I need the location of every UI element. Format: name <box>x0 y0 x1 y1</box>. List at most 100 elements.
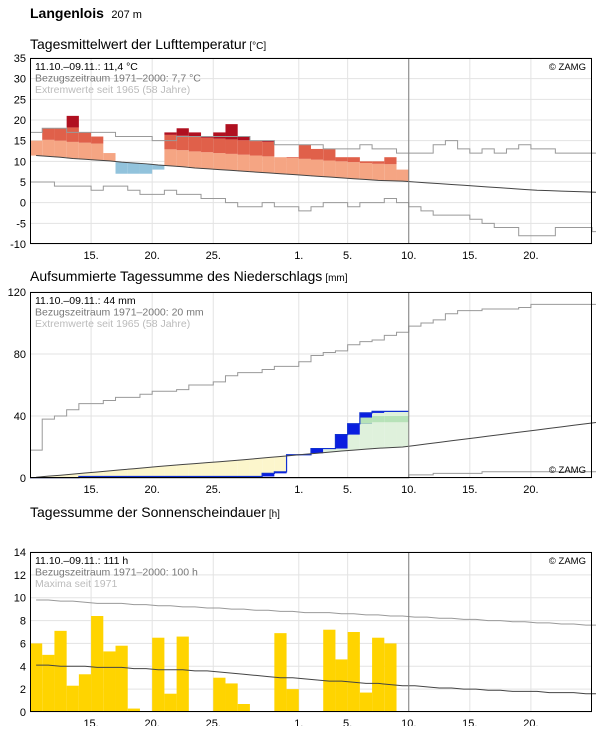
temp-bar <box>347 162 360 179</box>
temp-x-tick-label: 15. <box>462 250 477 262</box>
sun-bar <box>91 616 104 712</box>
precip-below-area <box>152 466 165 477</box>
sun-bar <box>164 693 177 712</box>
temp-bar-upper <box>323 148 336 161</box>
precip-below-area <box>66 474 79 478</box>
sun-y-tick-label: 12 <box>14 570 26 582</box>
temp-plot-frame <box>30 58 592 244</box>
sun-bar <box>66 685 79 712</box>
sun-x-tick-label: 20. <box>523 718 538 726</box>
temp-x-tick-label: 20. <box>523 250 538 262</box>
temp-x-tick-label: 20. <box>145 250 160 262</box>
sun-bar <box>225 683 238 712</box>
temp-bar-upper <box>54 128 67 141</box>
sun-y-tick-label: 0 <box>20 707 26 719</box>
sun-x-tick-label: 25. <box>206 718 221 726</box>
temp-info-line: Bezugszeitraum 1971–2000: 7,7 °C <box>35 73 201 85</box>
temp-bar-upper <box>91 136 104 144</box>
temp-bar-upper <box>384 157 397 165</box>
precip-x-tick-label: 10. <box>401 484 416 496</box>
temp-bar <box>54 140 67 158</box>
temp-bar-extreme <box>201 136 214 138</box>
temp-bar <box>335 161 348 178</box>
sun-x-tick-label: 5. <box>343 718 352 726</box>
temp-bar-upper <box>164 134 177 150</box>
precip-below-area <box>237 459 250 477</box>
temp-bar-upper <box>347 157 360 163</box>
sun-bar <box>78 674 92 712</box>
sun-bar <box>372 637 385 712</box>
temp-bar-below <box>127 162 140 174</box>
precip-x-tick-label: 15. <box>462 484 477 496</box>
sunshine-title-text: Tagessumme der Sonnenscheindauer <box>30 504 266 520</box>
temp-info-line: Extremwerte seit 1965 (58 Jahre) <box>35 84 190 96</box>
precip-copyright: © ZAMG <box>549 465 586 476</box>
precip-daily-bar <box>347 423 360 435</box>
sun-y-tick-label: 4 <box>20 661 26 673</box>
temp-bar-extreme <box>225 124 238 140</box>
precip-info-line: Bezugszeitraum 1971–2000: 20 mm <box>35 307 204 319</box>
temp-bar <box>30 140 43 156</box>
temperature-unit: [°C] <box>249 41 267 52</box>
temperature-chart: -10 -5 0 5 10 15 20 25 30 35 15. 20. 25. 1. 5. 10. 15. 20… <box>10 53 596 262</box>
precip-daily-bar <box>262 473 275 477</box>
temp-bar <box>188 151 202 168</box>
precip-below-area <box>164 465 177 477</box>
temp-x-tick-label: 15. <box>83 250 98 262</box>
precip-below-area <box>274 456 287 472</box>
temp-min-line <box>30 181 596 237</box>
precip-info-line: 11.10.–09.11.: 44 mm <box>35 295 136 307</box>
sun-y-tick-label: 10 <box>14 593 26 605</box>
precip-norm-line <box>36 421 596 478</box>
temp-x-tick-label: 10. <box>401 250 416 262</box>
sunshine-chart-title: Tagessumme der Sonnenscheindauer [h] <box>30 504 280 520</box>
temp-bar <box>298 158 311 176</box>
precipitation-chart-title: Aufsummierte Tagessumme des Niederschlag… <box>30 268 348 284</box>
sun-x-tick-label: 10. <box>401 718 416 726</box>
sun-bar <box>152 637 165 712</box>
precip-max-line <box>30 303 596 451</box>
temp-y-tick-label: 15 <box>14 136 26 148</box>
temp-bar-upper <box>176 135 189 151</box>
temp-bar <box>249 155 263 173</box>
precip-below-area <box>115 469 128 477</box>
precip-below-area <box>176 464 189 477</box>
temperature-chart-title: Tagesmittelwert der Lufttemperatur [°C] <box>30 36 266 52</box>
precip-x-tick-label: 15. <box>83 484 98 496</box>
precipitation-chart: 0 40 80 120 15. 20. 25. 1. 5. 10. 15. 20. 11.10.–09.… <box>8 287 596 496</box>
precip-daily-bar <box>311 448 324 454</box>
temp-bar <box>359 162 373 180</box>
station-elevation: 207 m <box>111 9 142 21</box>
sun-y-tick-label: 2 <box>20 684 26 696</box>
temp-bar-below <box>152 165 165 170</box>
precip-x-tick-label: 5. <box>343 484 352 496</box>
temp-x-tick-label: 5. <box>343 250 352 262</box>
precip-y-tick-label: 80 <box>14 349 26 361</box>
precip-below-area <box>54 475 67 478</box>
sun-y-tick-label: 8 <box>20 616 26 628</box>
temp-bar-upper <box>372 161 385 164</box>
page-title: Langenlois 207 m <box>30 5 142 23</box>
temp-y-tick-label: 30 <box>14 74 26 86</box>
precipitation-title-text: Aufsummierte Tagessumme des Niederschlag… <box>30 268 323 284</box>
temp-bar-extreme <box>262 140 275 142</box>
sun-bar <box>347 632 360 712</box>
temp-bar <box>237 154 250 172</box>
temp-bar-upper <box>359 161 373 163</box>
temp-bar-upper <box>249 141 263 156</box>
precip-below-area <box>213 461 226 477</box>
temperature-title-text: Tagesmittelwert der Lufttemperatur <box>30 36 247 52</box>
temp-bar-upper <box>201 137 214 153</box>
sun-info-line: Maxima seit 1971 <box>35 578 117 590</box>
temp-norm-line <box>36 155 596 193</box>
temp-y-tick-label: 25 <box>14 94 26 106</box>
temp-bar <box>42 139 55 157</box>
temp-y-tick-label: 35 <box>14 53 26 65</box>
precip-highlight <box>396 416 409 423</box>
sun-bar <box>103 651 116 712</box>
temp-bar <box>323 160 336 178</box>
temp-bar-upper <box>311 148 324 160</box>
precip-x-tick-label: 20. <box>145 484 160 496</box>
sun-copyright: © ZAMG <box>549 556 586 567</box>
precip-below-area <box>201 462 214 477</box>
